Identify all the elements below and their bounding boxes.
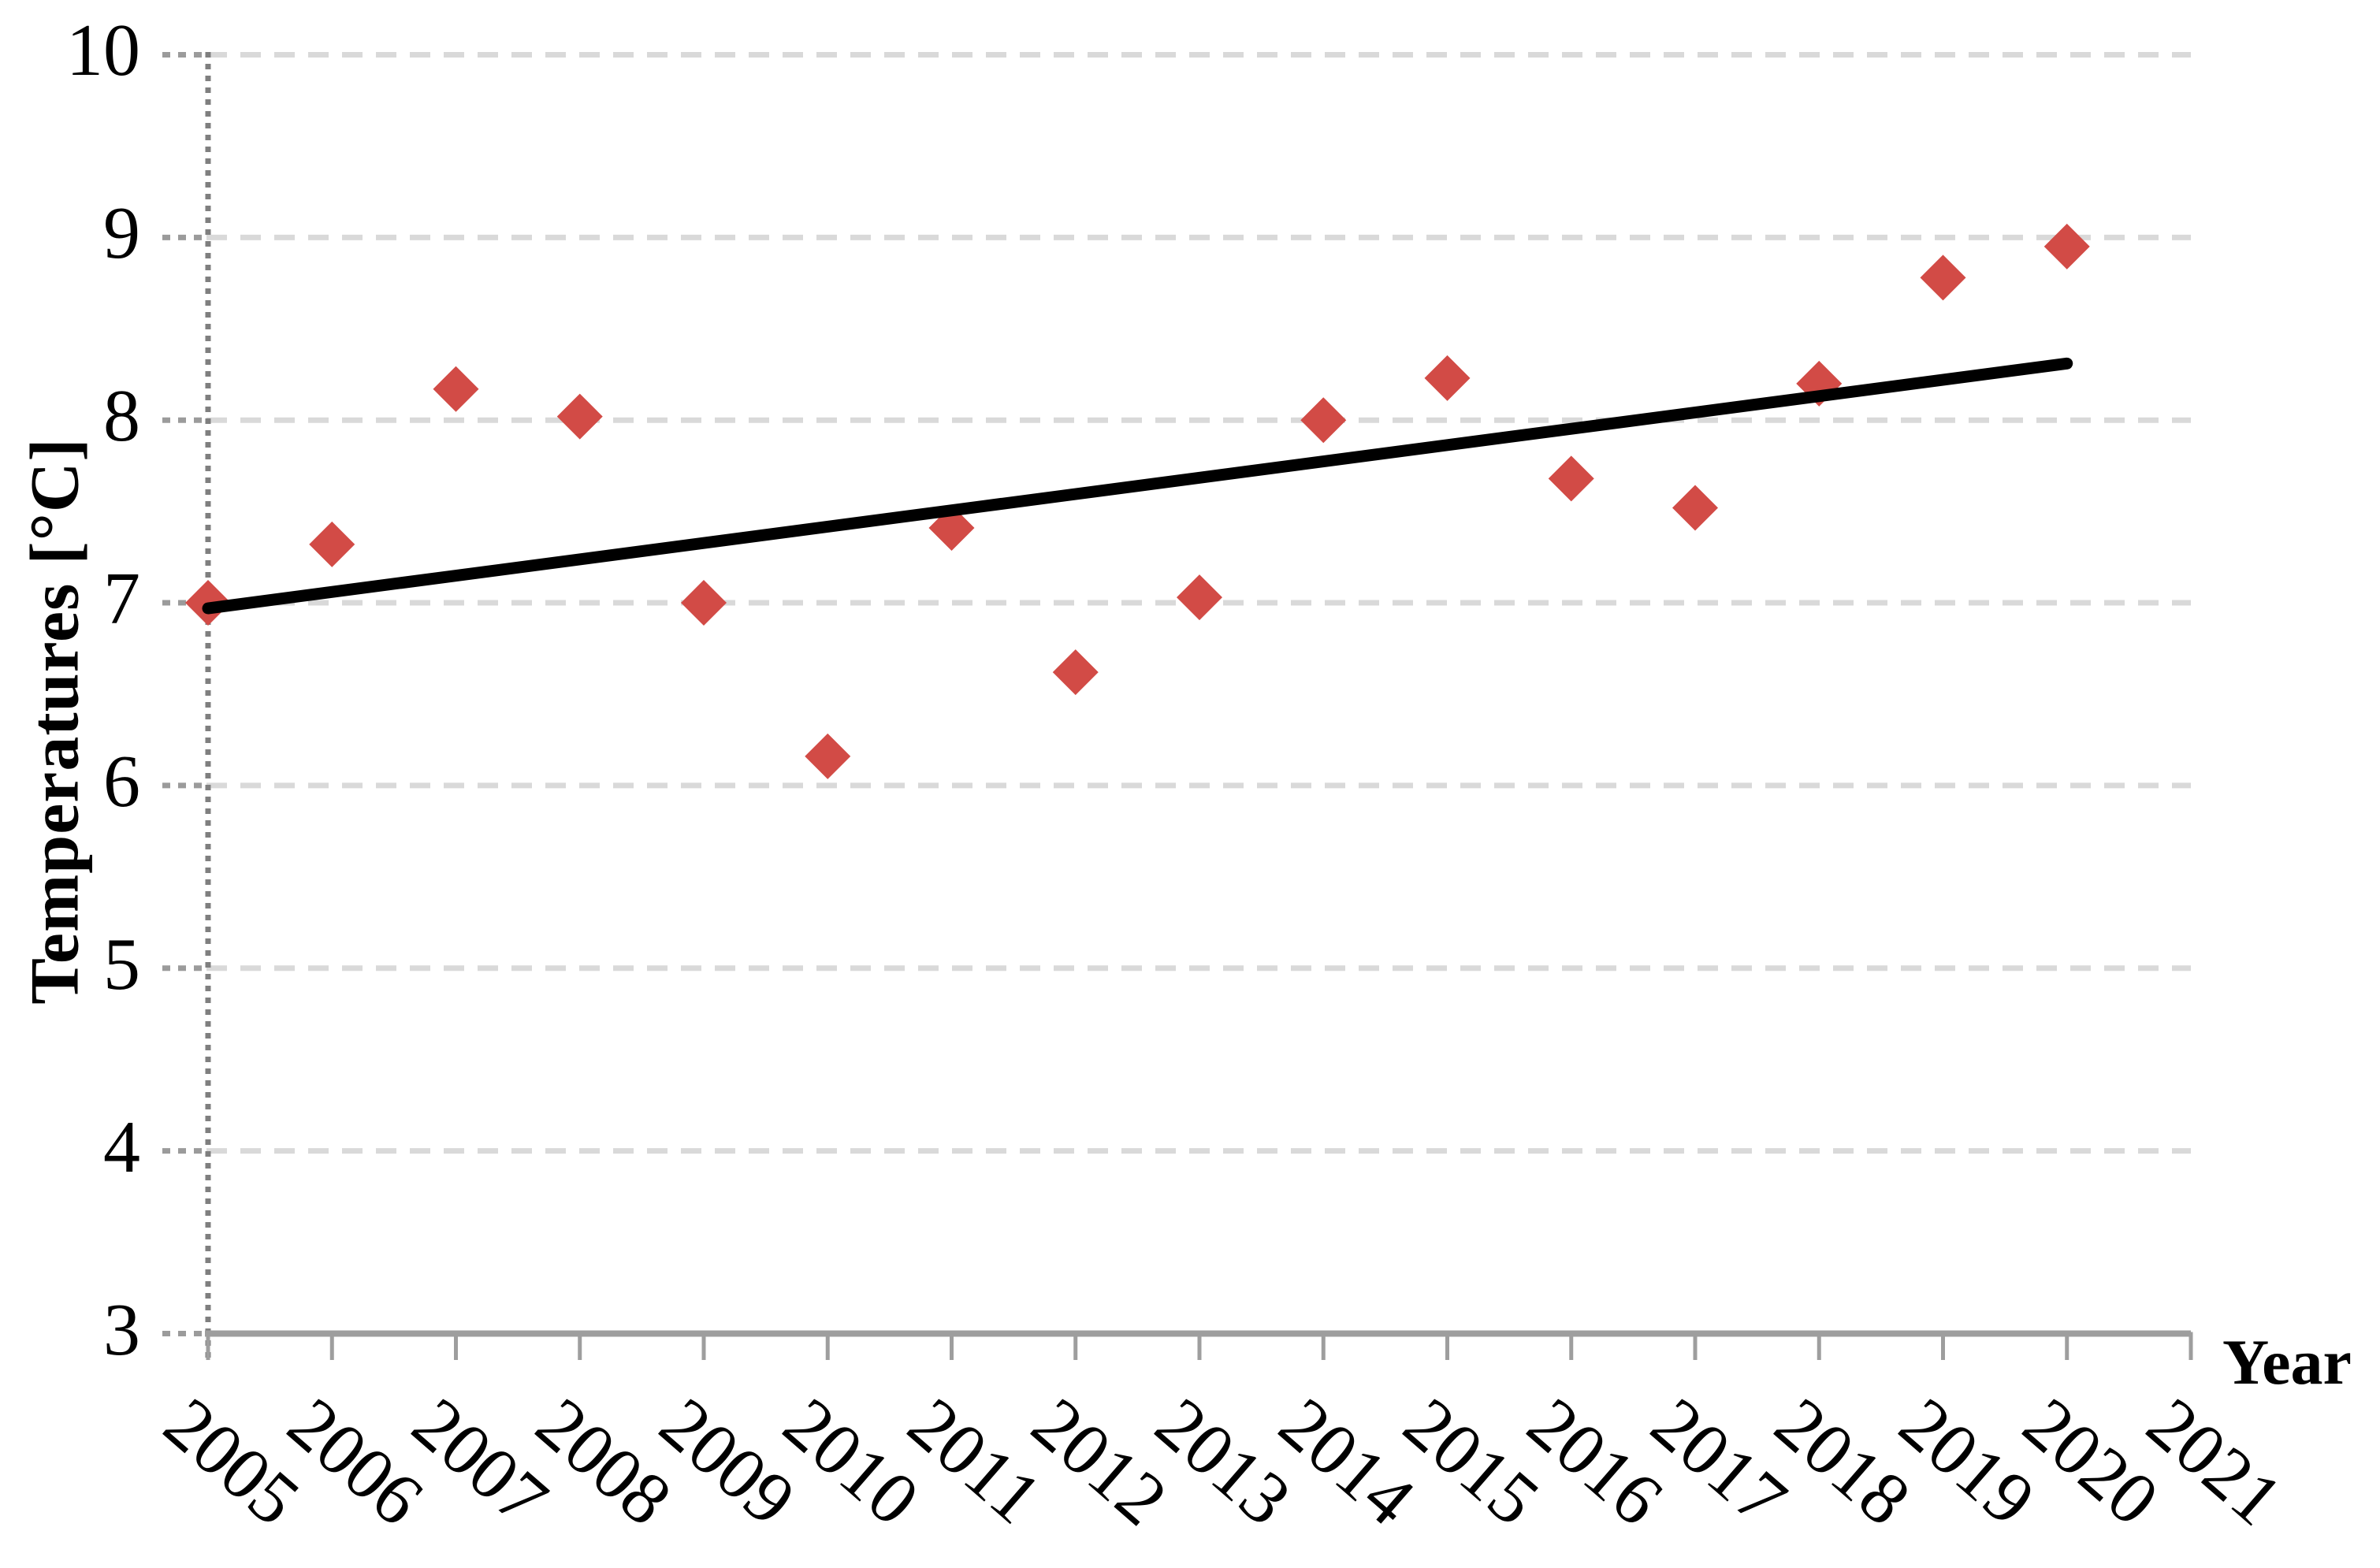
y-axis-tick-label: 9 (103, 192, 140, 275)
data-point-diamond (1052, 649, 1099, 696)
y-axis-tick-label: 3 (103, 1288, 140, 1371)
x-axis-title: Year (2222, 1326, 2352, 1398)
y-axis-title: Temperatures [°C] (17, 437, 94, 1005)
trend-line (202, 357, 2073, 615)
data-point-diamond (1548, 455, 1594, 502)
y-axis-tick-label: 4 (103, 1105, 140, 1188)
data-point-diamond (1177, 574, 1222, 621)
y-axis-tick-label: 7 (103, 558, 140, 641)
data-point-diamond (681, 580, 727, 626)
data-point-diamond (2043, 223, 2090, 269)
y-axis-tick-label: 5 (103, 923, 140, 1005)
y-axis-tick-label: 10 (66, 9, 140, 92)
data-point-diamond (556, 393, 603, 440)
data-point-diamond (1424, 355, 1471, 401)
data-point-diamond (1672, 485, 1718, 531)
data-point-diamond (1300, 397, 1347, 444)
y-axis-tick-label: 8 (103, 375, 140, 458)
data-point-diamond (309, 521, 355, 567)
data-point-diamond (805, 733, 851, 779)
data-point-diamond (433, 366, 479, 412)
data-point-diamond (1920, 255, 1966, 301)
y-axis-tick-label: 6 (103, 740, 140, 823)
